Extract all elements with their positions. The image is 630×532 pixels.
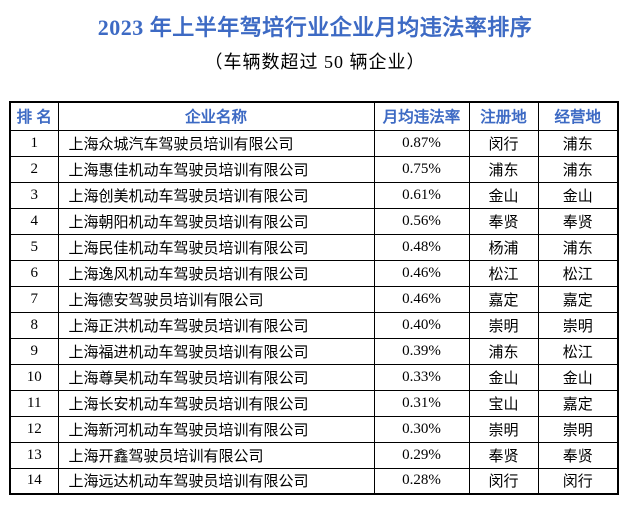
operating-district-cell: 金山	[537, 181, 619, 209]
rank-cell: 9	[9, 337, 59, 365]
company-name-cell: 上海德安驾驶员培训有限公司	[57, 285, 375, 313]
violation-rate-cell: 0.29%	[373, 441, 470, 469]
rank-cell: 2	[9, 155, 59, 183]
registered-district-cell: 闵行	[468, 467, 539, 495]
company-name-cell: 上海正洪机动车驾驶员培训有限公司	[57, 311, 375, 339]
operating-district-cell: 浦东	[537, 233, 619, 261]
rank-cell: 7	[9, 285, 59, 313]
page-subtitle: （车辆数超过 50 辆企业）	[204, 52, 426, 72]
registered-district-cell: 宝山	[468, 389, 539, 417]
table-row: 1 上海众城汽车驾驶员培训有限公司 0.87% 闵行 浦东	[9, 129, 619, 157]
registered-district-cell: 嘉定	[468, 285, 539, 313]
company-name-cell: 上海远达机动车驾驶员培训有限公司	[57, 467, 375, 495]
operating-district-cell: 松江	[537, 259, 619, 287]
registered-district-cell: 闵行	[468, 129, 539, 157]
rank-cell: 12	[9, 415, 59, 443]
operating-district-cell: 金山	[537, 363, 619, 391]
company-name-cell: 上海朝阳机动车驾驶员培训有限公司	[57, 207, 375, 235]
rank-cell: 14	[9, 467, 59, 495]
table-row: 5 上海民佳机动车驾驶员培训有限公司 0.48% 杨浦 浦东	[9, 233, 619, 261]
operating-district-cell: 浦东	[537, 155, 619, 183]
violation-rate-cell: 0.87%	[373, 129, 470, 157]
registered-district-cell: 杨浦	[468, 233, 539, 261]
operating-district-cell: 崇明	[537, 311, 619, 339]
company-name-cell: 上海惠佳机动车驾驶员培训有限公司	[57, 155, 375, 183]
column-header-registered-district: 注册地	[468, 101, 539, 131]
violation-rate-cell: 0.39%	[373, 337, 470, 365]
table-row: 14 上海远达机动车驾驶员培训有限公司 0.28% 闵行 闵行	[9, 467, 619, 495]
registered-district-cell: 金山	[468, 363, 539, 391]
column-header-monthly-violation-rate: 月均违法率	[373, 101, 470, 131]
violation-rate-cell: 0.31%	[373, 389, 470, 417]
rank-cell: 5	[9, 233, 59, 261]
violation-rate-cell: 0.30%	[373, 415, 470, 443]
column-header-company-name: 企业名称	[57, 101, 375, 131]
table-row: 8 上海正洪机动车驾驶员培训有限公司 0.40% 崇明 崇明	[9, 311, 619, 339]
registered-district-cell: 崇明	[468, 311, 539, 339]
table-body: 1 上海众城汽车驾驶员培训有限公司 0.87% 闵行 浦东 2 上海惠佳机动车驾驶员培训有限…	[9, 129, 619, 495]
registered-district-cell: 浦东	[468, 337, 539, 365]
rank-cell: 3	[9, 181, 59, 209]
violation-rate-cell: 0.46%	[373, 285, 470, 313]
rank-cell: 13	[9, 441, 59, 469]
rank-cell: 1	[9, 129, 59, 157]
violation-rate-cell: 0.61%	[373, 181, 470, 209]
violation-rate-cell: 0.33%	[373, 363, 470, 391]
registered-district-cell: 奉贤	[468, 441, 539, 469]
company-name-cell: 上海尊昊机动车驾驶员培训有限公司	[57, 363, 375, 391]
rank-cell: 11	[9, 389, 59, 417]
company-name-cell: 上海逸风机动车驾驶员培训有限公司	[57, 259, 375, 287]
violation-rate-cell: 0.75%	[373, 155, 470, 183]
table-row: 11 上海长安机动车驾驶员培训有限公司 0.31% 宝山 嘉定	[9, 389, 619, 417]
column-header-operating-district: 经营地	[537, 101, 619, 131]
company-name-cell: 上海众城汽车驾驶员培训有限公司	[57, 129, 375, 157]
table-row: 4 上海朝阳机动车驾驶员培训有限公司 0.56% 奉贤 奉贤	[9, 207, 619, 235]
operating-district-cell: 松江	[537, 337, 619, 365]
operating-district-cell: 嘉定	[537, 389, 619, 417]
violation-rate-cell: 0.28%	[373, 467, 470, 495]
violation-rate-cell: 0.56%	[373, 207, 470, 235]
rank-cell: 4	[9, 207, 59, 235]
operating-district-cell: 闵行	[537, 467, 619, 495]
table-header-row: 排 名 企业名称 月均违法率 注册地 经营地	[9, 101, 619, 131]
table-row: 7 上海德安驾驶员培训有限公司 0.46% 嘉定 嘉定	[9, 285, 619, 313]
table-row: 6 上海逸风机动车驾驶员培训有限公司 0.46% 松江 松江	[9, 259, 619, 287]
rank-cell: 8	[9, 311, 59, 339]
company-name-cell: 上海福进机动车驾驶员培训有限公司	[57, 337, 375, 365]
page-title: 2023 年上半年驾培行业企业月均违法率排序	[97, 15, 533, 40]
company-name-cell: 上海长安机动车驾驶员培训有限公司	[57, 389, 375, 417]
operating-district-cell: 奉贤	[537, 207, 619, 235]
rank-cell: 6	[9, 259, 59, 287]
operating-district-cell: 崇明	[537, 415, 619, 443]
registered-district-cell: 奉贤	[468, 207, 539, 235]
operating-district-cell: 浦东	[537, 129, 619, 157]
company-name-cell: 上海创美机动车驾驶员培训有限公司	[57, 181, 375, 209]
company-name-cell: 上海开鑫驾驶员培训有限公司	[57, 441, 375, 469]
company-name-cell: 上海新河机动车驾驶员培训有限公司	[57, 415, 375, 443]
column-header-rank: 排 名	[9, 101, 59, 131]
table-row: 9 上海福进机动车驾驶员培训有限公司 0.39% 浦东 松江	[9, 337, 619, 365]
violation-rate-cell: 0.48%	[373, 233, 470, 261]
operating-district-cell: 奉贤	[537, 441, 619, 469]
rank-cell: 10	[9, 363, 59, 391]
operating-district-cell: 嘉定	[537, 285, 619, 313]
registered-district-cell: 松江	[468, 259, 539, 287]
registered-district-cell: 金山	[468, 181, 539, 209]
table-row: 13 上海开鑫驾驶员培训有限公司 0.29% 奉贤 奉贤	[9, 441, 619, 469]
company-name-cell: 上海民佳机动车驾驶员培训有限公司	[57, 233, 375, 261]
registered-district-cell: 崇明	[468, 415, 539, 443]
violation-rate-table: 排 名 企业名称 月均违法率 注册地 经营地 1 上海众城汽车驾驶员培训有限公司 0…	[9, 101, 619, 495]
registered-district-cell: 浦东	[468, 155, 539, 183]
table-row: 2 上海惠佳机动车驾驶员培训有限公司 0.75% 浦东 浦东	[9, 155, 619, 183]
table-row: 3 上海创美机动车驾驶员培训有限公司 0.61% 金山 金山	[9, 181, 619, 209]
violation-rate-cell: 0.40%	[373, 311, 470, 339]
table-row: 12 上海新河机动车驾驶员培训有限公司 0.30% 崇明 崇明	[9, 415, 619, 443]
violation-rate-cell: 0.46%	[373, 259, 470, 287]
table-row: 10 上海尊昊机动车驾驶员培训有限公司 0.33% 金山 金山	[9, 363, 619, 391]
